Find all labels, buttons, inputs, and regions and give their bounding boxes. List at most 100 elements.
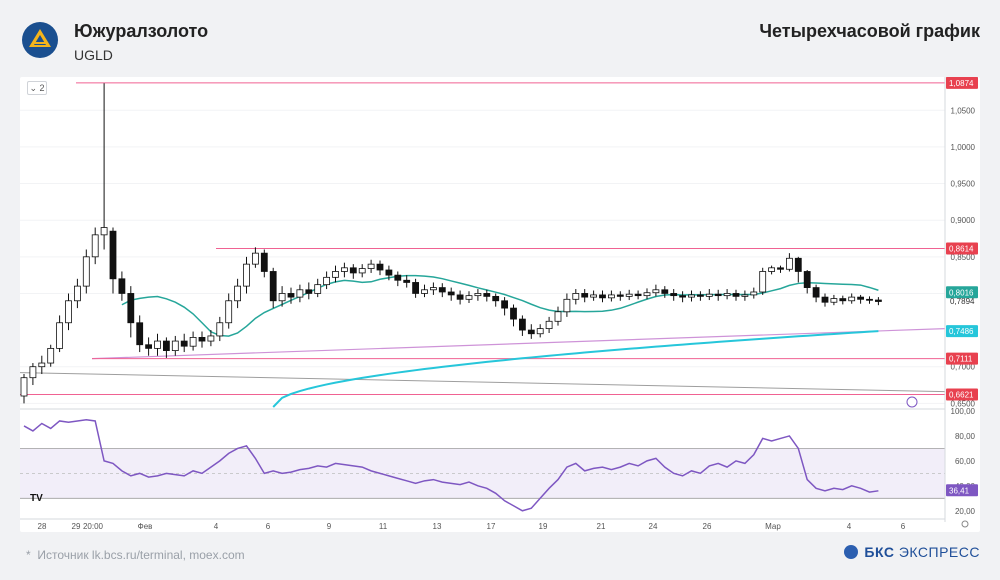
candle [260, 252, 268, 272]
company-logo [22, 22, 58, 58]
ma-fast-badge-bg [946, 286, 978, 299]
candle [803, 271, 811, 288]
time-tick-label: 20:00 [83, 522, 104, 531]
level-badge-bg [946, 76, 978, 89]
candle [376, 263, 384, 271]
last-price-label: 0,7894 [950, 297, 975, 306]
candle [608, 294, 615, 299]
candle [287, 293, 295, 298]
time-tick-label: 26 [703, 522, 712, 531]
time-tick-label: 28 [38, 522, 47, 531]
candle [634, 293, 642, 297]
candle [154, 340, 161, 349]
candle [536, 328, 544, 335]
candle [875, 299, 882, 302]
rsi-tick-label: 20,00 [955, 507, 976, 516]
price-tick-label: 0,9000 [951, 216, 976, 225]
candle [314, 284, 322, 294]
candle [251, 252, 259, 265]
candle [652, 289, 660, 294]
lightning-icon [906, 396, 918, 408]
candle [830, 298, 838, 303]
settings-gear-icon [961, 520, 969, 528]
candle [839, 298, 847, 302]
collapse-indicators-button[interactable]: ⌄ 2 [27, 81, 47, 95]
time-tick-label: 11 [379, 522, 388, 531]
candle [234, 285, 242, 302]
candle [510, 307, 517, 320]
candle [474, 293, 482, 297]
candle [483, 293, 491, 297]
time-tick-label: Мар [765, 522, 781, 531]
candle [162, 340, 170, 351]
company-logo-icon [29, 29, 51, 47]
level-badge: 0,8614 [949, 244, 974, 253]
candle [340, 267, 348, 272]
candle [225, 300, 233, 324]
time-tick-label: 19 [539, 522, 548, 531]
candle [20, 377, 28, 397]
level-badge-bg [946, 352, 978, 365]
candle [429, 287, 437, 291]
candle [866, 298, 873, 301]
candle [243, 263, 250, 287]
candle [118, 278, 126, 294]
candle [38, 362, 46, 368]
candle [394, 274, 402, 281]
candle [412, 282, 420, 294]
level-badge: 0,7111 [949, 355, 973, 364]
candle [581, 293, 589, 298]
candle [74, 285, 81, 302]
price-tick-label: 0,6500 [951, 399, 976, 408]
candle [145, 344, 152, 349]
trend-line-gray [19, 372, 946, 393]
time-tick-label: 6 [266, 522, 271, 531]
candle [91, 234, 99, 258]
candle [189, 337, 197, 347]
ma-fast-badge: 0,8016 [949, 288, 974, 297]
tradingview-logo: TV [30, 493, 43, 504]
candle [180, 340, 188, 347]
candle [527, 329, 535, 335]
price-tick-label: 0,8500 [951, 253, 976, 262]
asterisk-icon: * [26, 548, 38, 562]
time-tick-label: 21 [597, 522, 606, 531]
timeframe-title: Четырехчасовой график [759, 21, 980, 41]
candle [518, 318, 526, 331]
candle [100, 227, 108, 236]
candle [679, 295, 686, 298]
candle [56, 322, 63, 349]
rsi-indicator [23, 418, 879, 512]
chart-panel[interactable]: ⌄ 2 1,05001,00000,95000,90000,85000,8000… [19, 76, 980, 532]
rsi-line [23, 418, 879, 512]
price-tick-label: 1,0000 [951, 143, 976, 152]
candle [590, 294, 597, 298]
candle [848, 296, 856, 302]
candle [794, 257, 802, 272]
rsi-band [20, 448, 945, 499]
candle [821, 296, 829, 303]
time-tick-label: 4 [847, 522, 852, 531]
candle [403, 279, 411, 283]
candle [65, 300, 72, 324]
candle [661, 289, 669, 294]
candle [812, 287, 820, 298]
rsi-current-badge-bg [946, 484, 978, 497]
ma-slow-line [272, 330, 879, 408]
grid-lines [20, 109, 945, 410]
time-tick-label: 24 [649, 522, 658, 531]
candle [643, 292, 651, 297]
candle [732, 293, 740, 297]
candle [358, 268, 366, 274]
candle [723, 293, 731, 297]
rsi-tick-label: 60,00 [955, 457, 976, 466]
candle [447, 291, 455, 296]
candle [207, 335, 215, 342]
candle [786, 257, 793, 270]
price-tick-label: 0,7000 [951, 363, 976, 372]
level-badge: 1,0874 [949, 79, 974, 88]
candle [554, 311, 562, 322]
price-chart[interactable]: 1,05001,00000,95000,90000,85000,80000,70… [19, 76, 980, 532]
time-tick-label: 6 [901, 522, 906, 531]
trend-lines [19, 328, 946, 393]
